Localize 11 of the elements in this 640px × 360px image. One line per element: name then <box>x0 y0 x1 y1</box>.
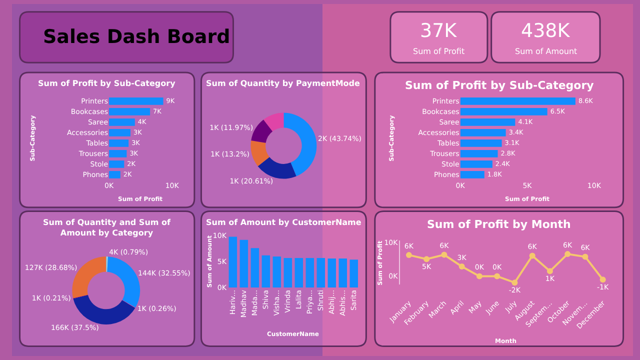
chart-title: Sum of Profit by Sub-Category <box>38 79 176 88</box>
chart-title: Sum of Profit by Sub-Category <box>405 79 594 92</box>
text: 37K <box>420 20 458 42</box>
chart-title: Sum of Profit by Month <box>427 218 571 231</box>
chart-title: Sum of Quantity and Sum of Amount by Category <box>43 218 171 238</box>
text: Sum of Profit <box>413 47 465 56</box>
chart-title: Sum of Quantity by PaymentMode <box>206 79 361 88</box>
chart-title: Sum of Amount by CustomerName <box>206 218 362 227</box>
text: Sum of Amount <box>515 47 578 56</box>
text: Sales Dash Board <box>43 26 230 48</box>
text: 438K <box>521 20 570 42</box>
